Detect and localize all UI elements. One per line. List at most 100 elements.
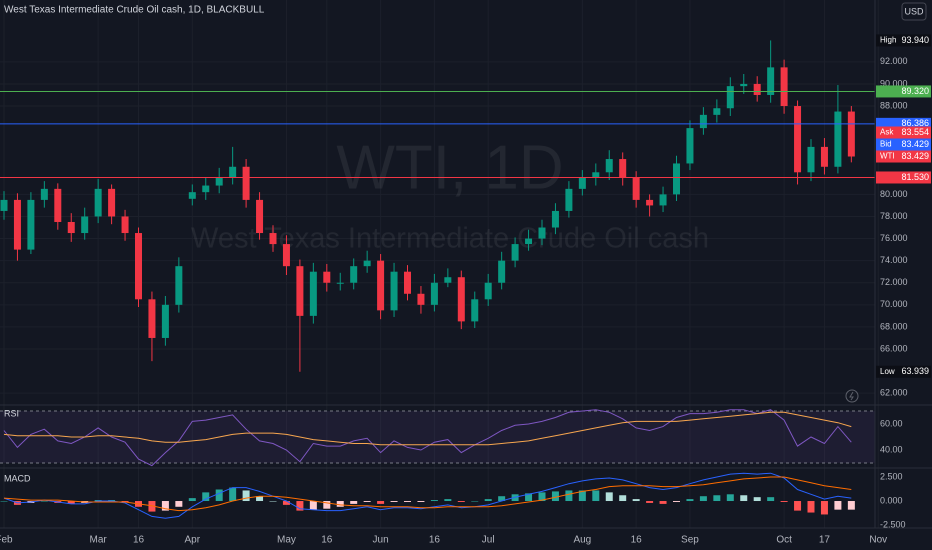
macd-hist-bar	[175, 501, 183, 507]
candle-body	[673, 163, 680, 195]
candle-body	[807, 146, 815, 173]
macd-hist-bar	[215, 489, 223, 502]
macd-label: MACD	[4, 473, 31, 483]
macd-hist-bar	[309, 501, 317, 510]
candle-body	[54, 188, 62, 222]
level-tag-label: 89.320	[901, 86, 929, 96]
price-tag	[876, 150, 931, 163]
currency[interactable]: USD	[904, 6, 924, 16]
candle-body	[498, 260, 506, 283]
macd-hist-bar	[0, 501, 8, 502]
axis: Feb Mar 16 Apr May 16 Jun 16 Jul Aug 16 Sep Oct 17 Nov…	[0, 34, 931, 546]
candle-body	[336, 282, 344, 284]
price-tag	[876, 126, 931, 139]
candle-body	[753, 83, 761, 95]
candle-body	[282, 244, 290, 267]
level-tag-label: 86.386	[901, 118, 929, 128]
candle-body	[148, 299, 156, 338]
candle-body	[551, 210, 559, 228]
rsi-label: RSI	[4, 408, 19, 418]
candle-body	[847, 111, 855, 157]
currency-button[interactable]	[901, 2, 927, 21]
macd-hist-bar	[336, 501, 344, 507]
candle-body	[363, 260, 371, 267]
y-tick-label: 72.000	[880, 277, 908, 287]
candle-body	[350, 266, 358, 283]
macd-hist-bar	[430, 500, 438, 502]
macd-hist-bar	[753, 497, 761, 502]
candle-body	[471, 299, 479, 322]
alert-icon[interactable]	[845, 389, 859, 403]
price-tag-label: 83.429	[901, 139, 929, 149]
macd-hist-bar	[551, 491, 559, 502]
macd-hist-bar	[807, 501, 815, 513]
watermark: WTI, 1D	[336, 133, 563, 202]
y-tick-label: 70.000	[880, 299, 908, 309]
macd-hist-bar	[256, 496, 264, 502]
macd-hist-bar	[390, 501, 398, 502]
price-tag-name: Ask	[880, 128, 894, 137]
candle-body	[81, 216, 89, 234]
macd-hist-bar	[121, 501, 129, 502]
macd-hist-bar	[847, 501, 855, 510]
candle-body	[511, 244, 519, 261]
candle-body	[323, 271, 331, 283]
price-tag	[876, 138, 931, 151]
candle-body	[121, 216, 129, 234]
candle-body	[686, 128, 694, 164]
candle-body	[135, 233, 142, 300]
candle-body	[632, 177, 640, 200]
candle-body	[444, 277, 452, 283]
macd-hist-bar	[471, 501, 479, 502]
macd-hist-bar	[834, 501, 842, 510]
macd-hist-bar	[40, 501, 48, 502]
y-tick-label: 76.000	[880, 233, 908, 243]
x-tick-label: 16	[133, 535, 145, 546]
x-tick-label: Mar	[90, 535, 108, 546]
candle-body	[525, 238, 533, 245]
candle-body	[726, 86, 734, 109]
price-tag	[876, 365, 931, 378]
candle-body	[404, 271, 411, 294]
macd-hist-bar	[538, 492, 546, 502]
candle-body	[619, 159, 627, 178]
macd-hist-bar	[578, 490, 586, 502]
candle-body	[242, 166, 250, 200]
macd-hist-bar	[161, 501, 169, 511]
candle-body	[457, 277, 465, 322]
macd-hist-bar	[619, 495, 627, 502]
x-tick-label: 16	[631, 535, 643, 546]
candle-body	[309, 271, 317, 316]
candle-body	[377, 260, 385, 311]
candle-body	[269, 233, 277, 245]
macd-hist-bar	[713, 495, 721, 502]
macd-hist-bar	[282, 501, 290, 505]
macd-hist-bar	[323, 501, 331, 509]
macd-hist-bar	[229, 487, 237, 502]
x-tick-label: 17	[819, 535, 831, 546]
candle-body	[794, 106, 802, 173]
candle-body	[578, 177, 586, 189]
macd-hist-bar	[417, 501, 425, 502]
macd-hist-bar	[242, 490, 250, 502]
watermark-subtitle: West Texas Intermediate Crude Oil cash	[191, 223, 709, 255]
level-tag	[876, 85, 931, 98]
macd-hist-bar	[484, 499, 492, 502]
macd-hist-bar	[350, 501, 358, 504]
candle-body	[780, 67, 788, 107]
macd-hist-bar	[780, 501, 788, 502]
alert-icon-bolt	[849, 391, 854, 401]
macd-tick-label: -2.500	[880, 519, 906, 529]
x-tick-label: 16	[429, 535, 441, 546]
y-tick-label: 74.000	[880, 255, 908, 265]
x-tick-label: Oct	[776, 535, 792, 546]
candle-body	[108, 188, 116, 217]
price-tag-name: High	[880, 36, 896, 45]
x-tick-label: Nov	[869, 535, 887, 546]
macd-hist-bar	[404, 501, 411, 502]
macd-hist-bar	[457, 501, 465, 502]
candle-body	[565, 188, 573, 211]
macd-hist-bar	[820, 501, 828, 515]
y-tick-label: 68.000	[880, 321, 908, 331]
